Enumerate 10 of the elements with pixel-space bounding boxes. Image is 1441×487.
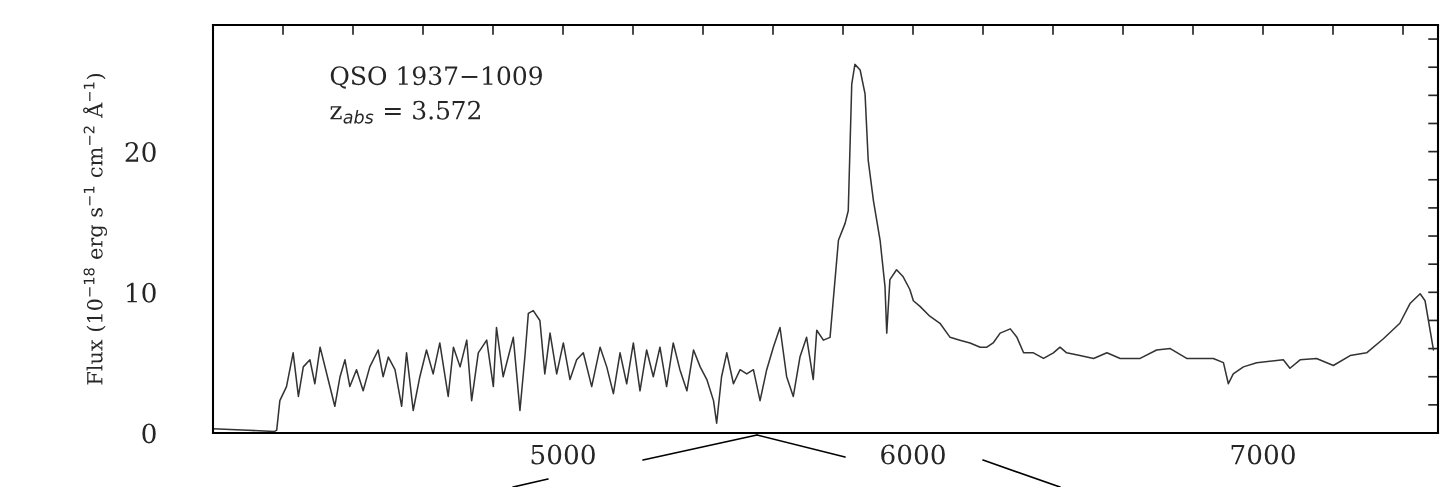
x-tick-label: 6000 [881, 444, 945, 465]
x-tick-label: 5000 [531, 444, 595, 465]
annotation: QSO 1937−1009 [330, 66, 542, 89]
x-tick-label: 7000 [1231, 444, 1295, 465]
y-tick-label: 20 [125, 142, 156, 163]
annotation: z$_{abs}$ = 3.572 [330, 100, 480, 124]
line-series [213, 63, 1435, 433]
y-tick-label: 0 [142, 423, 156, 444]
text: Flux (10$^{−18}$ erg s$^{−1}$ cm$^{−2}$ Å$^{−1}$) [83, 74, 107, 385]
y-tick-label: 10 [127, 282, 156, 303]
